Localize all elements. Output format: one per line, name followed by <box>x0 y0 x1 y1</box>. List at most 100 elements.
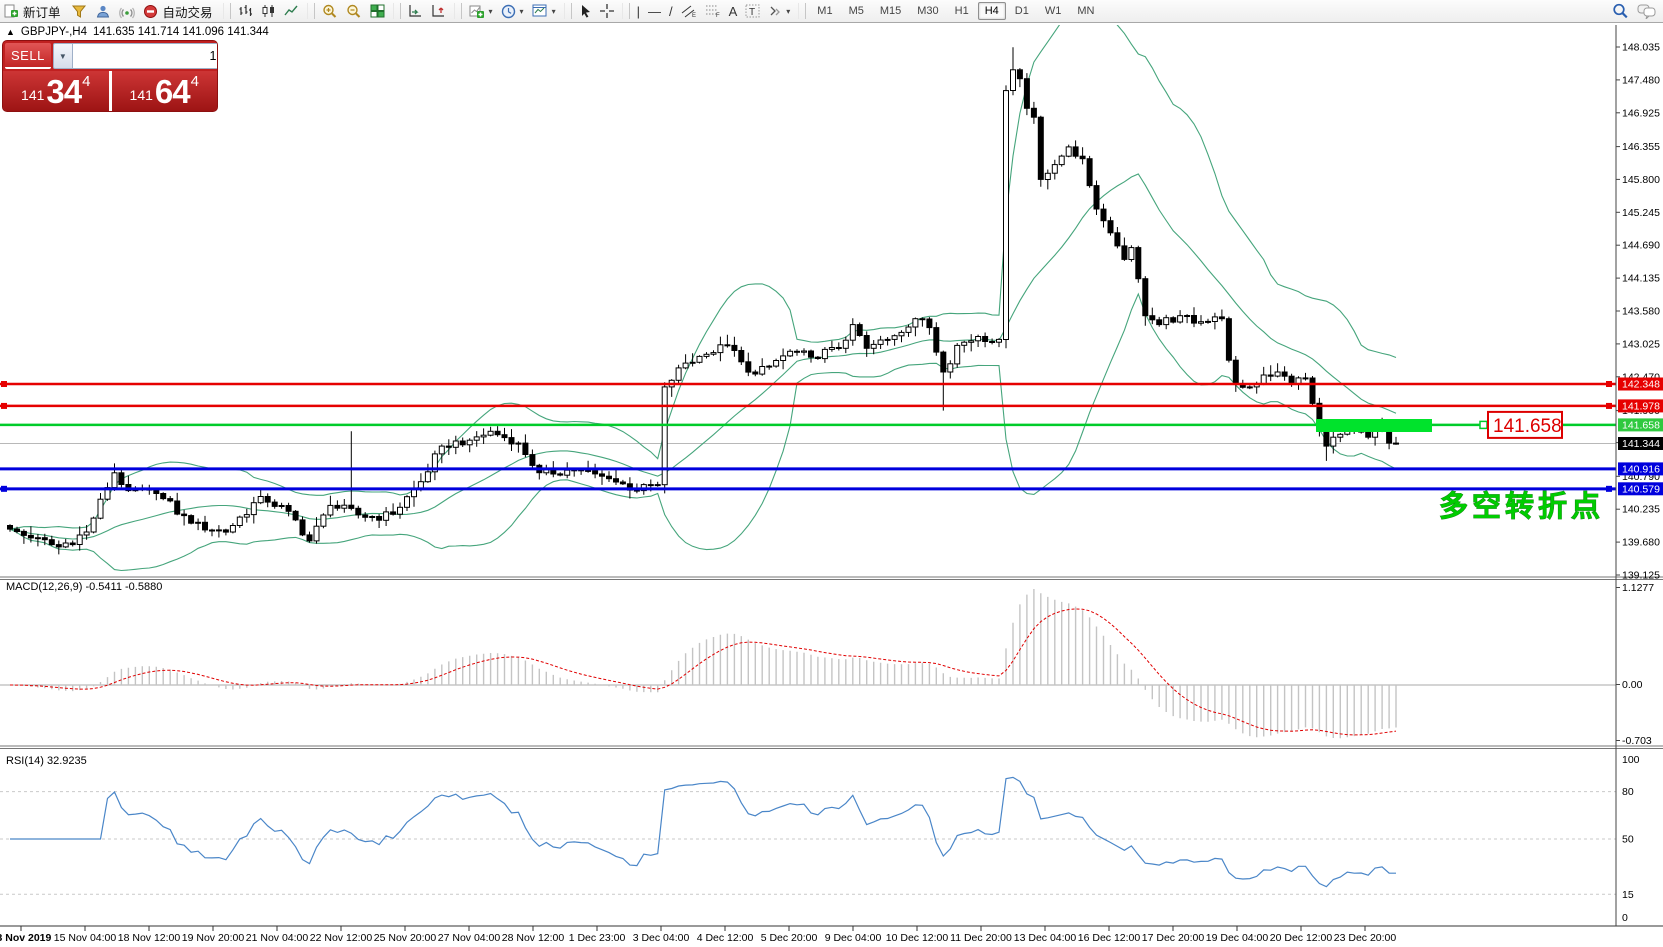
line-chart-button[interactable] <box>281 1 302 21</box>
terminal-button[interactable] <box>92 1 114 21</box>
auto-trading-icon <box>143 4 157 18</box>
volume-decrease-button[interactable]: ▼ <box>52 43 73 69</box>
timeframe-button-w1[interactable]: W1 <box>1044 5 1062 17</box>
candlestick-chart-button[interactable] <box>258 1 279 21</box>
trendline-tool-button[interactable]: / <box>666 1 676 21</box>
chart-shift-icon <box>431 5 444 17</box>
zoom-in-button[interactable] <box>319 1 341 21</box>
search-icon[interactable] <box>1612 3 1629 19</box>
price-tick: 148.035 <box>1622 42 1660 54</box>
toolbar-separator <box>222 3 231 19</box>
timeframe-button-m15[interactable]: M15 <box>879 5 902 17</box>
terminal-user-icon <box>96 5 109 17</box>
new-order-button[interactable]: 新订单 <box>1 1 66 21</box>
price-tick: 146.355 <box>1622 141 1660 153</box>
tile-windows-button[interactable] <box>367 1 388 21</box>
timeframe-button-m30[interactable]: M30 <box>917 5 939 17</box>
axis-badge <box>1618 377 1663 391</box>
period-button[interactable]: ▾ <box>498 1 527 21</box>
zoom-out-icon <box>346 4 360 18</box>
macd-pane <box>0 589 1616 739</box>
timeframe-button-m5[interactable]: M5 <box>848 5 864 17</box>
new-order-icon <box>4 4 18 18</box>
time-tick: 5 Dec 20:00 <box>761 932 818 944</box>
price-divider <box>108 71 112 111</box>
main-toolbar: 新订单 自动交易 ▾ ▾ ▾ <box>0 0 1663 23</box>
auto-scroll-button[interactable] <box>405 1 426 21</box>
signal-button[interactable] <box>116 1 138 21</box>
price-label-box[interactable] <box>1487 410 1563 439</box>
zoom-out-button[interactable] <box>343 1 365 21</box>
price-tick: 145.245 <box>1622 207 1660 219</box>
dropdown-arrow-icon: ▾ <box>488 6 493 16</box>
toolbar-separator <box>621 3 630 19</box>
horizontal-line-tool-button[interactable]: — <box>645 1 664 21</box>
chat-icon[interactable] <box>1637 4 1657 19</box>
cursor-tool-button[interactable] <box>576 1 595 21</box>
fibonacci-tool-button[interactable]: F <box>702 1 724 21</box>
add-indicator-icon <box>469 5 484 18</box>
main-pane <box>0 25 1616 572</box>
price-tick: 147.480 <box>1622 74 1660 86</box>
green-zone-rect[interactable] <box>1316 419 1432 432</box>
sell-price-display[interactable]: 141 34 4 <box>3 71 109 111</box>
svg-text:141.658: 141.658 <box>1622 419 1660 431</box>
svg-text:140.579: 140.579 <box>1622 483 1660 495</box>
horizontal-line-icon: — <box>647 3 661 19</box>
svg-text:140.916: 140.916 <box>1622 463 1660 475</box>
signal-icon <box>118 7 135 18</box>
cn-annotation: 多空转折点 <box>1439 489 1604 523</box>
market-depth-button[interactable] <box>68 1 90 21</box>
label-tool-button[interactable]: T <box>742 1 763 21</box>
auto-trading-button[interactable]: 自动交易 <box>140 1 218 21</box>
add-indicator-button[interactable]: ▾ <box>466 1 496 21</box>
symbol-header: ▲ GBPJPY-,H4 141.635 141.714 141.096 141… <box>6 26 269 38</box>
template-icon <box>532 4 547 17</box>
dropdown-arrow-icon: ▾ <box>786 6 791 16</box>
crosshair-tool-button[interactable] <box>597 1 617 21</box>
buy-price-display[interactable]: 141 64 4 <box>112 71 218 111</box>
time-tick: 20 Dec 12:00 <box>1270 932 1333 944</box>
one-click-panel-toggle[interactable]: ▲ <box>6 27 15 37</box>
tile-windows-icon <box>370 4 385 18</box>
text-icon: A <box>728 3 738 19</box>
arrows-tool-button[interactable]: ▾ <box>765 1 793 21</box>
text-tool-button[interactable]: A <box>726 1 741 21</box>
timeframe-button-d1[interactable]: D1 <box>1014 5 1029 17</box>
timeframe-button-h4[interactable]: H4 <box>977 2 1006 20</box>
volume-input[interactable] <box>72 43 217 69</box>
vertical-line-tool-button[interactable]: | <box>634 1 643 21</box>
time-tick: 17 Dec 20:00 <box>1142 932 1205 944</box>
svg-text:T: T <box>749 7 755 18</box>
time-tick: 23 Dec 20:00 <box>1334 932 1397 944</box>
toolbar-separator <box>392 3 401 19</box>
sell-button[interactable]: SELL <box>5 43 51 69</box>
rsi-level-label: 80 <box>1622 786 1634 798</box>
template-button[interactable]: ▾ <box>529 1 559 21</box>
buy-price-big: 64 <box>154 73 191 110</box>
chart-shift-button[interactable] <box>428 1 449 21</box>
time-tick: 19 Nov 20:00 <box>182 932 245 944</box>
macd-signal-line <box>9 608 1397 736</box>
svg-text:141.978: 141.978 <box>1622 400 1660 412</box>
price-tick: 140.235 <box>1622 504 1660 516</box>
axis-badge <box>1618 399 1663 413</box>
timeframe-button-h1[interactable]: H1 <box>954 5 969 17</box>
timeframe-button-m1[interactable]: M1 <box>817 5 833 17</box>
price-label-text: 141.658 <box>1493 416 1562 437</box>
price-tick: 144.690 <box>1622 240 1660 252</box>
bar-chart-button[interactable] <box>235 1 256 21</box>
macd-axis-label: 1.1277 <box>1622 582 1654 594</box>
svg-text:E: E <box>692 13 696 18</box>
axis-badge <box>1618 418 1663 432</box>
svg-text:142.348: 142.348 <box>1622 379 1660 391</box>
timeframe-button-mn[interactable]: MN <box>1077 5 1095 17</box>
symbol-ohlc: 141.635 141.714 141.096 141.344 <box>92 26 269 38</box>
auto-trading-label: 自动交易 <box>162 5 213 20</box>
rsi-label: RSI(14) 32.9235 <box>6 755 87 767</box>
time-tick: 22 Nov 12:00 <box>310 932 373 944</box>
toolbar-separator <box>306 3 315 19</box>
time-tick: 13 Nov 2019 <box>0 932 52 944</box>
axis-badge <box>1618 482 1663 496</box>
channel-tool-button[interactable]: E <box>678 1 700 21</box>
